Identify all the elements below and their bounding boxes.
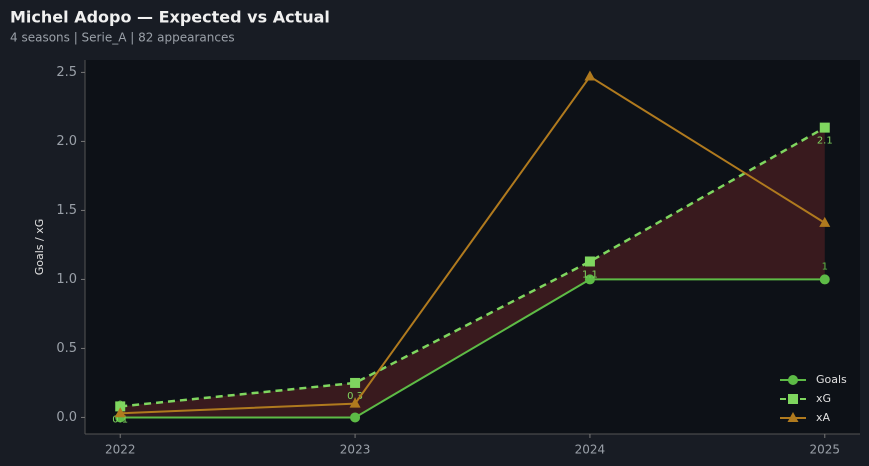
marker: [819, 122, 830, 133]
x-tick-label: 2025: [809, 443, 840, 457]
legend-marker: [787, 412, 799, 422]
y-tick-label: 2.5: [56, 65, 77, 80]
series-line: [120, 278, 825, 419]
y-tick-label: 0.5: [56, 341, 77, 356]
chart-subtitle: 4 seasons | Serie_A | 82 appearances: [10, 31, 235, 45]
legend-label: Goals: [816, 373, 847, 386]
y-tick-label: 1.5: [56, 203, 77, 218]
y-tick-label: 2.0: [56, 134, 77, 149]
plot-area: [85, 60, 860, 434]
marker: [350, 377, 361, 388]
marker: [584, 274, 595, 285]
chart-title: Michel Adopo — Expected vs Actual: [10, 8, 330, 27]
marker: [349, 397, 361, 408]
marker: [819, 274, 830, 285]
y-tick-label: 0.0: [56, 410, 77, 425]
y-tick-label: 1.0: [56, 272, 77, 287]
data-label: 0.3: [347, 391, 363, 402]
marker: [114, 407, 126, 418]
x-tick-label: 2024: [575, 443, 606, 457]
y-axis-label: Goals / xG: [33, 219, 46, 276]
marker: [584, 256, 595, 267]
marker: [350, 412, 361, 423]
legend-marker: [788, 394, 798, 404]
series-line: [120, 75, 826, 415]
data-label: 0.1: [112, 414, 128, 425]
data-label: 1.1: [582, 269, 598, 280]
data-label: 2.1: [817, 136, 833, 147]
legend-marker: [788, 375, 798, 385]
marker: [819, 216, 831, 227]
marker: [584, 70, 596, 81]
data-label: 1: [822, 261, 828, 272]
legend-label: xA: [816, 411, 831, 424]
marker: [115, 401, 126, 412]
x-tick-label: 2022: [105, 443, 136, 457]
legend-label: xG: [816, 392, 831, 405]
shaded-area: [120, 127, 825, 418]
x-tick-label: 2023: [340, 443, 371, 457]
